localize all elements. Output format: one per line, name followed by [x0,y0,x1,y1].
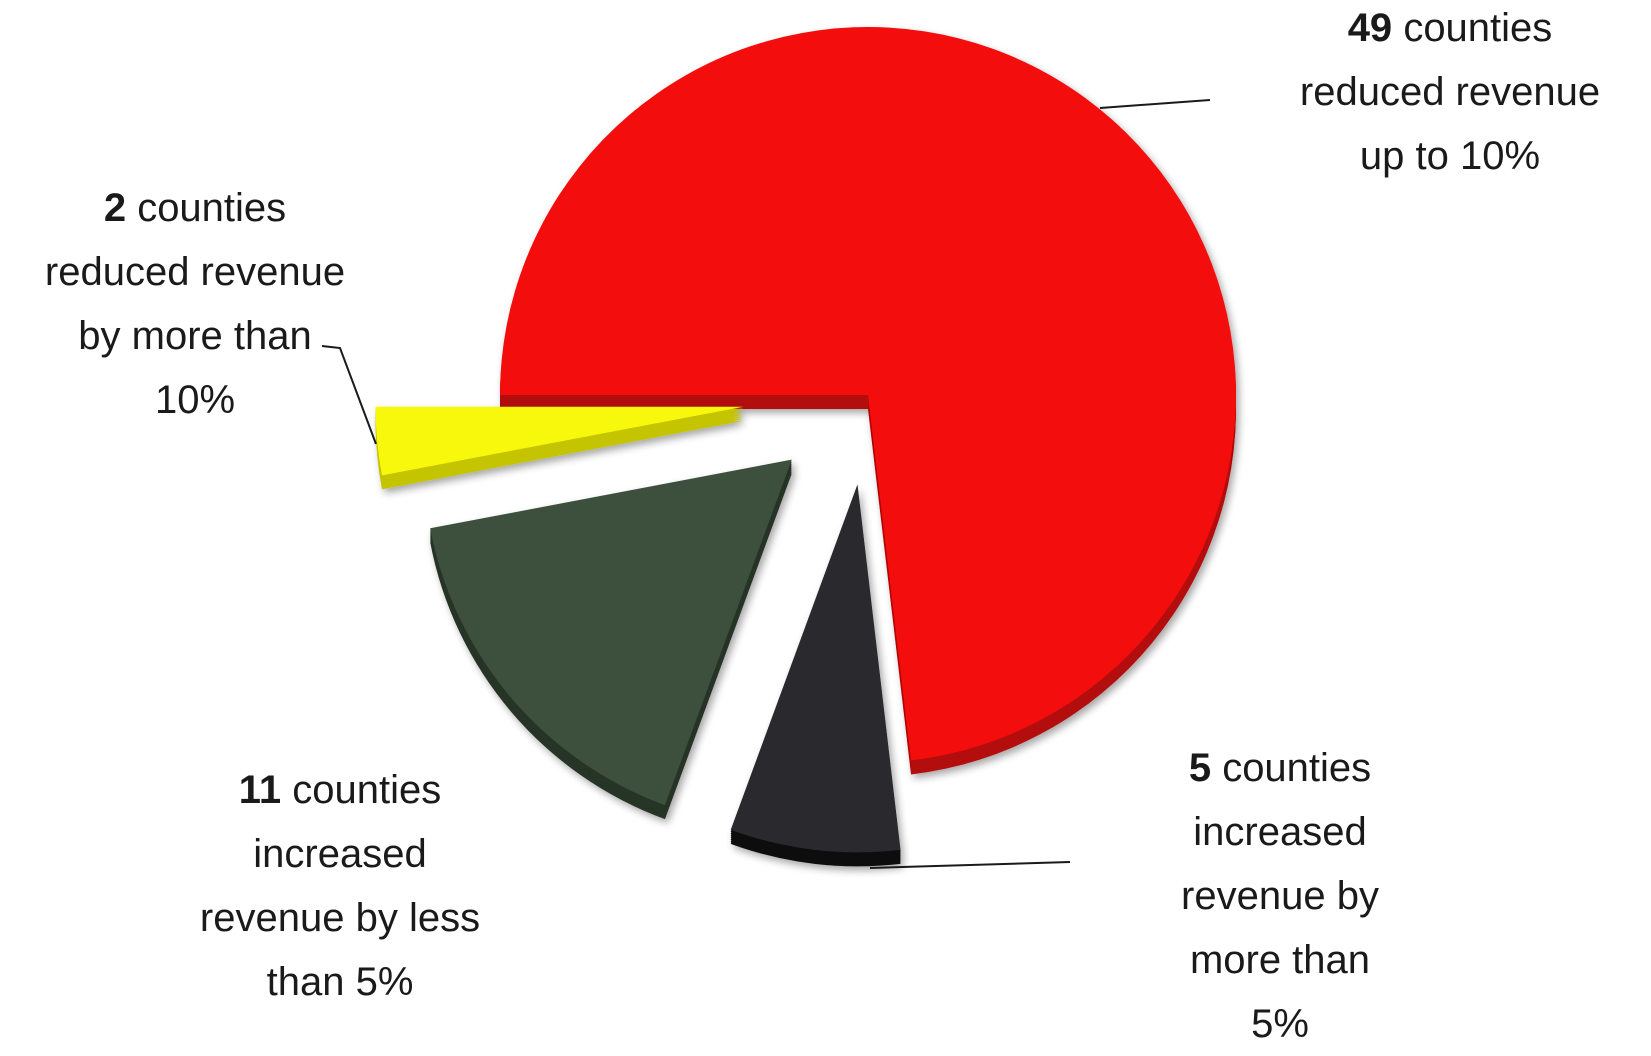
slice-label-increased-more-than-5: 5 counties increased revenue by more tha… [1181,746,1379,1046]
slice-count: 49 [1347,6,1393,50]
slice-top [375,406,744,476]
slice-count: 5 [1188,746,1212,790]
slice-increased-less-than-5 [430,459,792,820]
slice-top [730,484,901,853]
slice-count: 2 [103,186,127,230]
slice-top [500,27,1237,761]
slice-count: 11 [238,768,282,812]
slice-label-reduced-up-to-10: 49 counties reduced revenue up to 10% [1299,6,1601,178]
slice-top [430,459,792,806]
leader-line [321,345,377,445]
leader-line [1099,99,1211,109]
slice-label-reduced-more-than-10: 2 counties reduced revenue by more than … [44,186,346,422]
leader-line [869,861,1071,869]
slice-reduced-more-than-10 [375,406,744,490]
slice-increased-more-than-5 [730,484,901,867]
slice-label-increased-less-than-5: 11 counties increased revenue by less th… [199,768,481,1004]
slice-reduced-up-to-10 [500,27,1237,775]
